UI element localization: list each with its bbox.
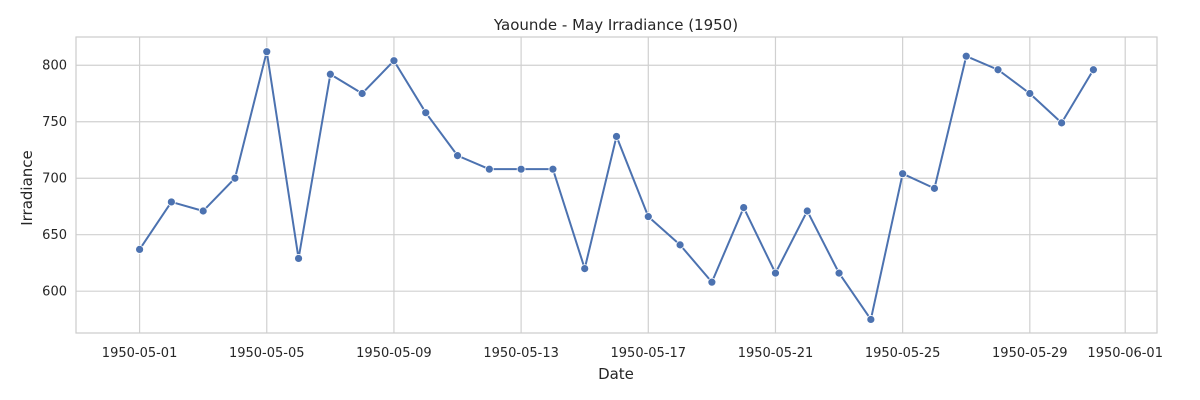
data-point — [230, 173, 240, 183]
data-point — [898, 169, 908, 179]
x-tick-label: 1950-05-05 — [229, 346, 305, 361]
data-point — [262, 47, 272, 57]
data-point — [166, 197, 176, 207]
data-point — [198, 206, 208, 216]
data-point — [675, 240, 685, 250]
y-axis-label: Irradiance — [18, 150, 36, 226]
data-point — [961, 51, 971, 61]
data-point — [516, 164, 526, 174]
data-point — [135, 244, 144, 254]
x-tick-label: 1950-05-21 — [738, 346, 814, 361]
data-point — [389, 56, 399, 66]
data-point — [707, 277, 717, 287]
x-tick-label: 1950-05-25 — [865, 346, 941, 361]
y-tick-label: 700 — [42, 172, 67, 187]
data-point — [294, 254, 303, 263]
data-point — [484, 164, 494, 174]
plot-frame — [75, 36, 1158, 334]
y-tick-label: 600 — [42, 285, 67, 300]
data-point — [739, 203, 749, 212]
series-layer — [135, 47, 1098, 324]
y-tick-label: 750 — [42, 115, 67, 130]
data-point — [421, 108, 431, 118]
series-line — [138, 50, 1095, 321]
data-point — [643, 212, 653, 222]
x-tick-label: 1950-05-01 — [102, 346, 178, 361]
data-point — [580, 264, 590, 274]
data-point — [325, 69, 335, 79]
data-point — [1025, 89, 1035, 98]
data-point — [834, 268, 844, 278]
y-tick-label: 800 — [42, 59, 67, 74]
chart-title: Yaounde - May Irradiance (1950) — [493, 16, 738, 34]
x-tick-label: 1950-05-29 — [992, 346, 1068, 361]
data-point — [1057, 118, 1067, 128]
grid-lines — [76, 37, 1157, 333]
data-point — [771, 268, 780, 278]
data-point — [612, 132, 621, 141]
x-tick-label: 1950-05-13 — [483, 346, 559, 361]
data-point — [802, 206, 812, 216]
x-axis-label: Date — [598, 365, 634, 383]
data-point — [930, 183, 939, 193]
data-point — [357, 89, 367, 98]
data-point — [866, 315, 876, 324]
x-tick-label: 1950-06-01 — [1087, 346, 1163, 361]
data-point — [453, 151, 462, 161]
y-tick-label: 650 — [42, 228, 67, 243]
axis-ticks: 600 650 700 750 800 1950-05-01 1950-05-05 1950-… — [42, 59, 1163, 361]
data-point — [548, 164, 558, 174]
data-point — [993, 65, 1003, 75]
x-tick-label: 1950-05-09 — [356, 346, 432, 361]
x-tick-label: 1950-05-17 — [611, 346, 687, 361]
data-point — [1089, 65, 1098, 75]
